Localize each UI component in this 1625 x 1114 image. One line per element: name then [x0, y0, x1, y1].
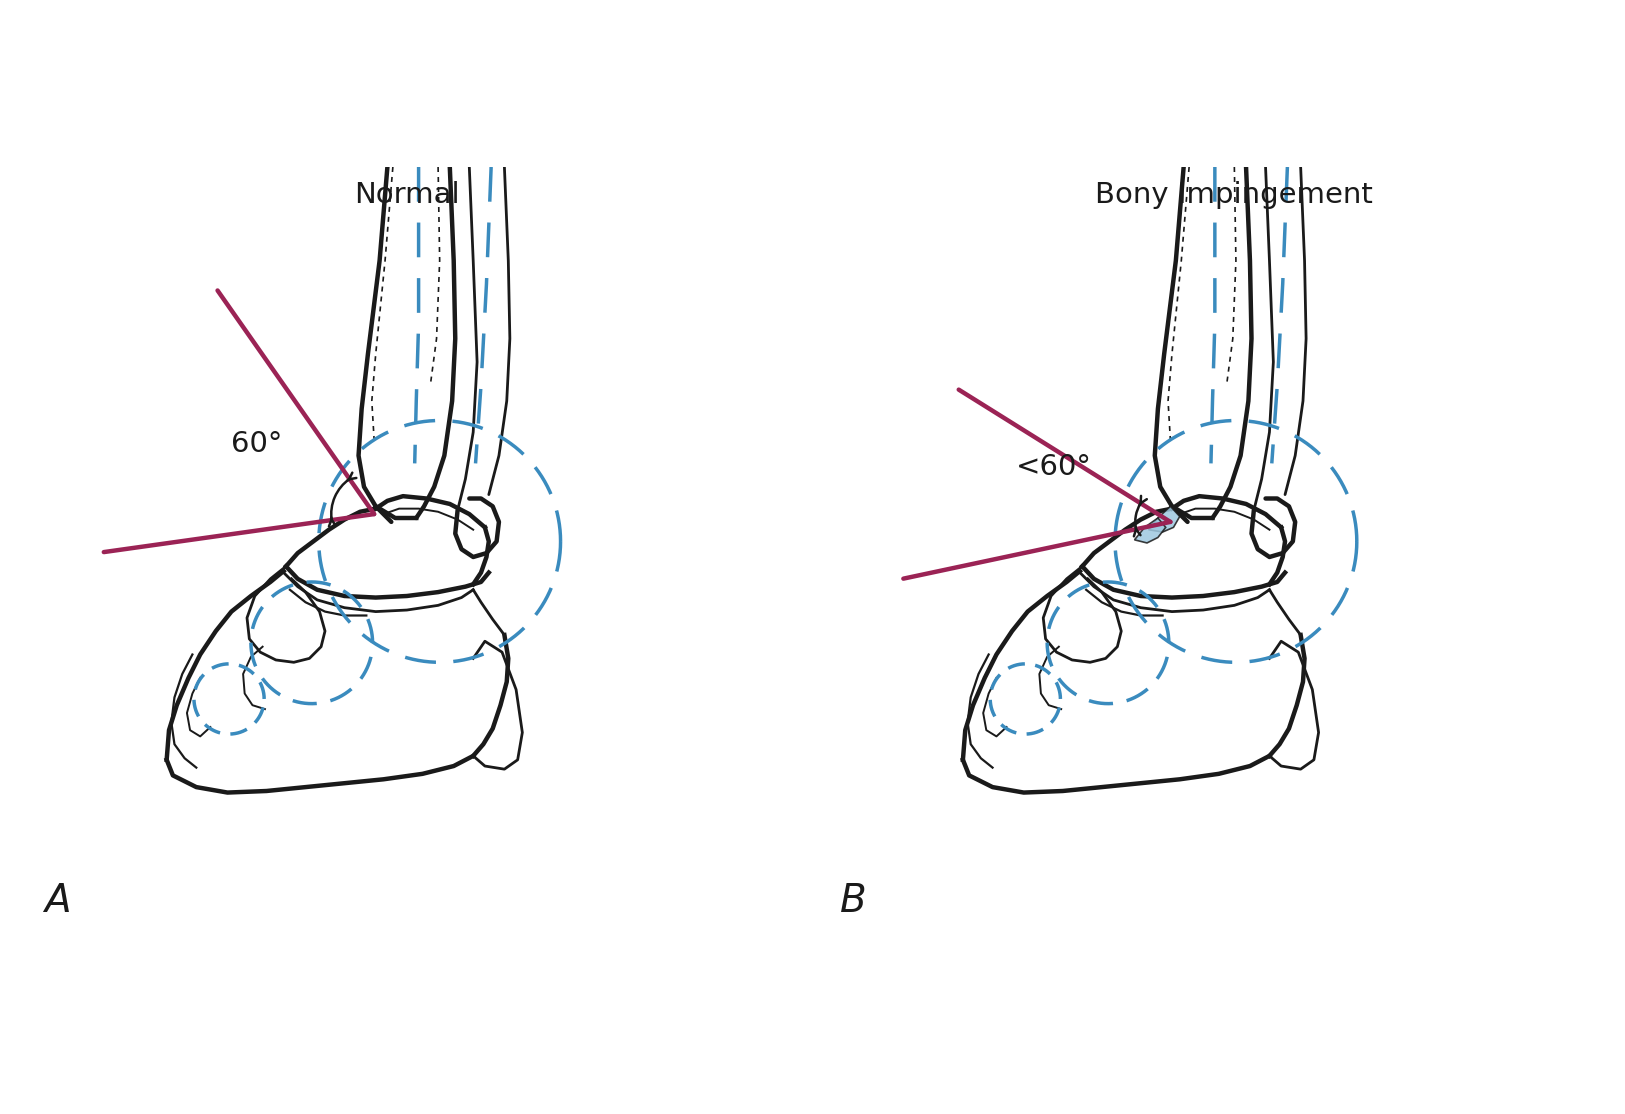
Text: A: A [44, 881, 72, 920]
Polygon shape [1134, 518, 1165, 543]
Text: 60°: 60° [231, 430, 283, 458]
Text: Normal: Normal [354, 182, 460, 209]
Text: <60°: <60° [1016, 453, 1092, 481]
Text: Bony Impingement: Bony Impingement [1095, 182, 1373, 209]
Polygon shape [1149, 506, 1180, 532]
Text: B: B [840, 881, 868, 920]
